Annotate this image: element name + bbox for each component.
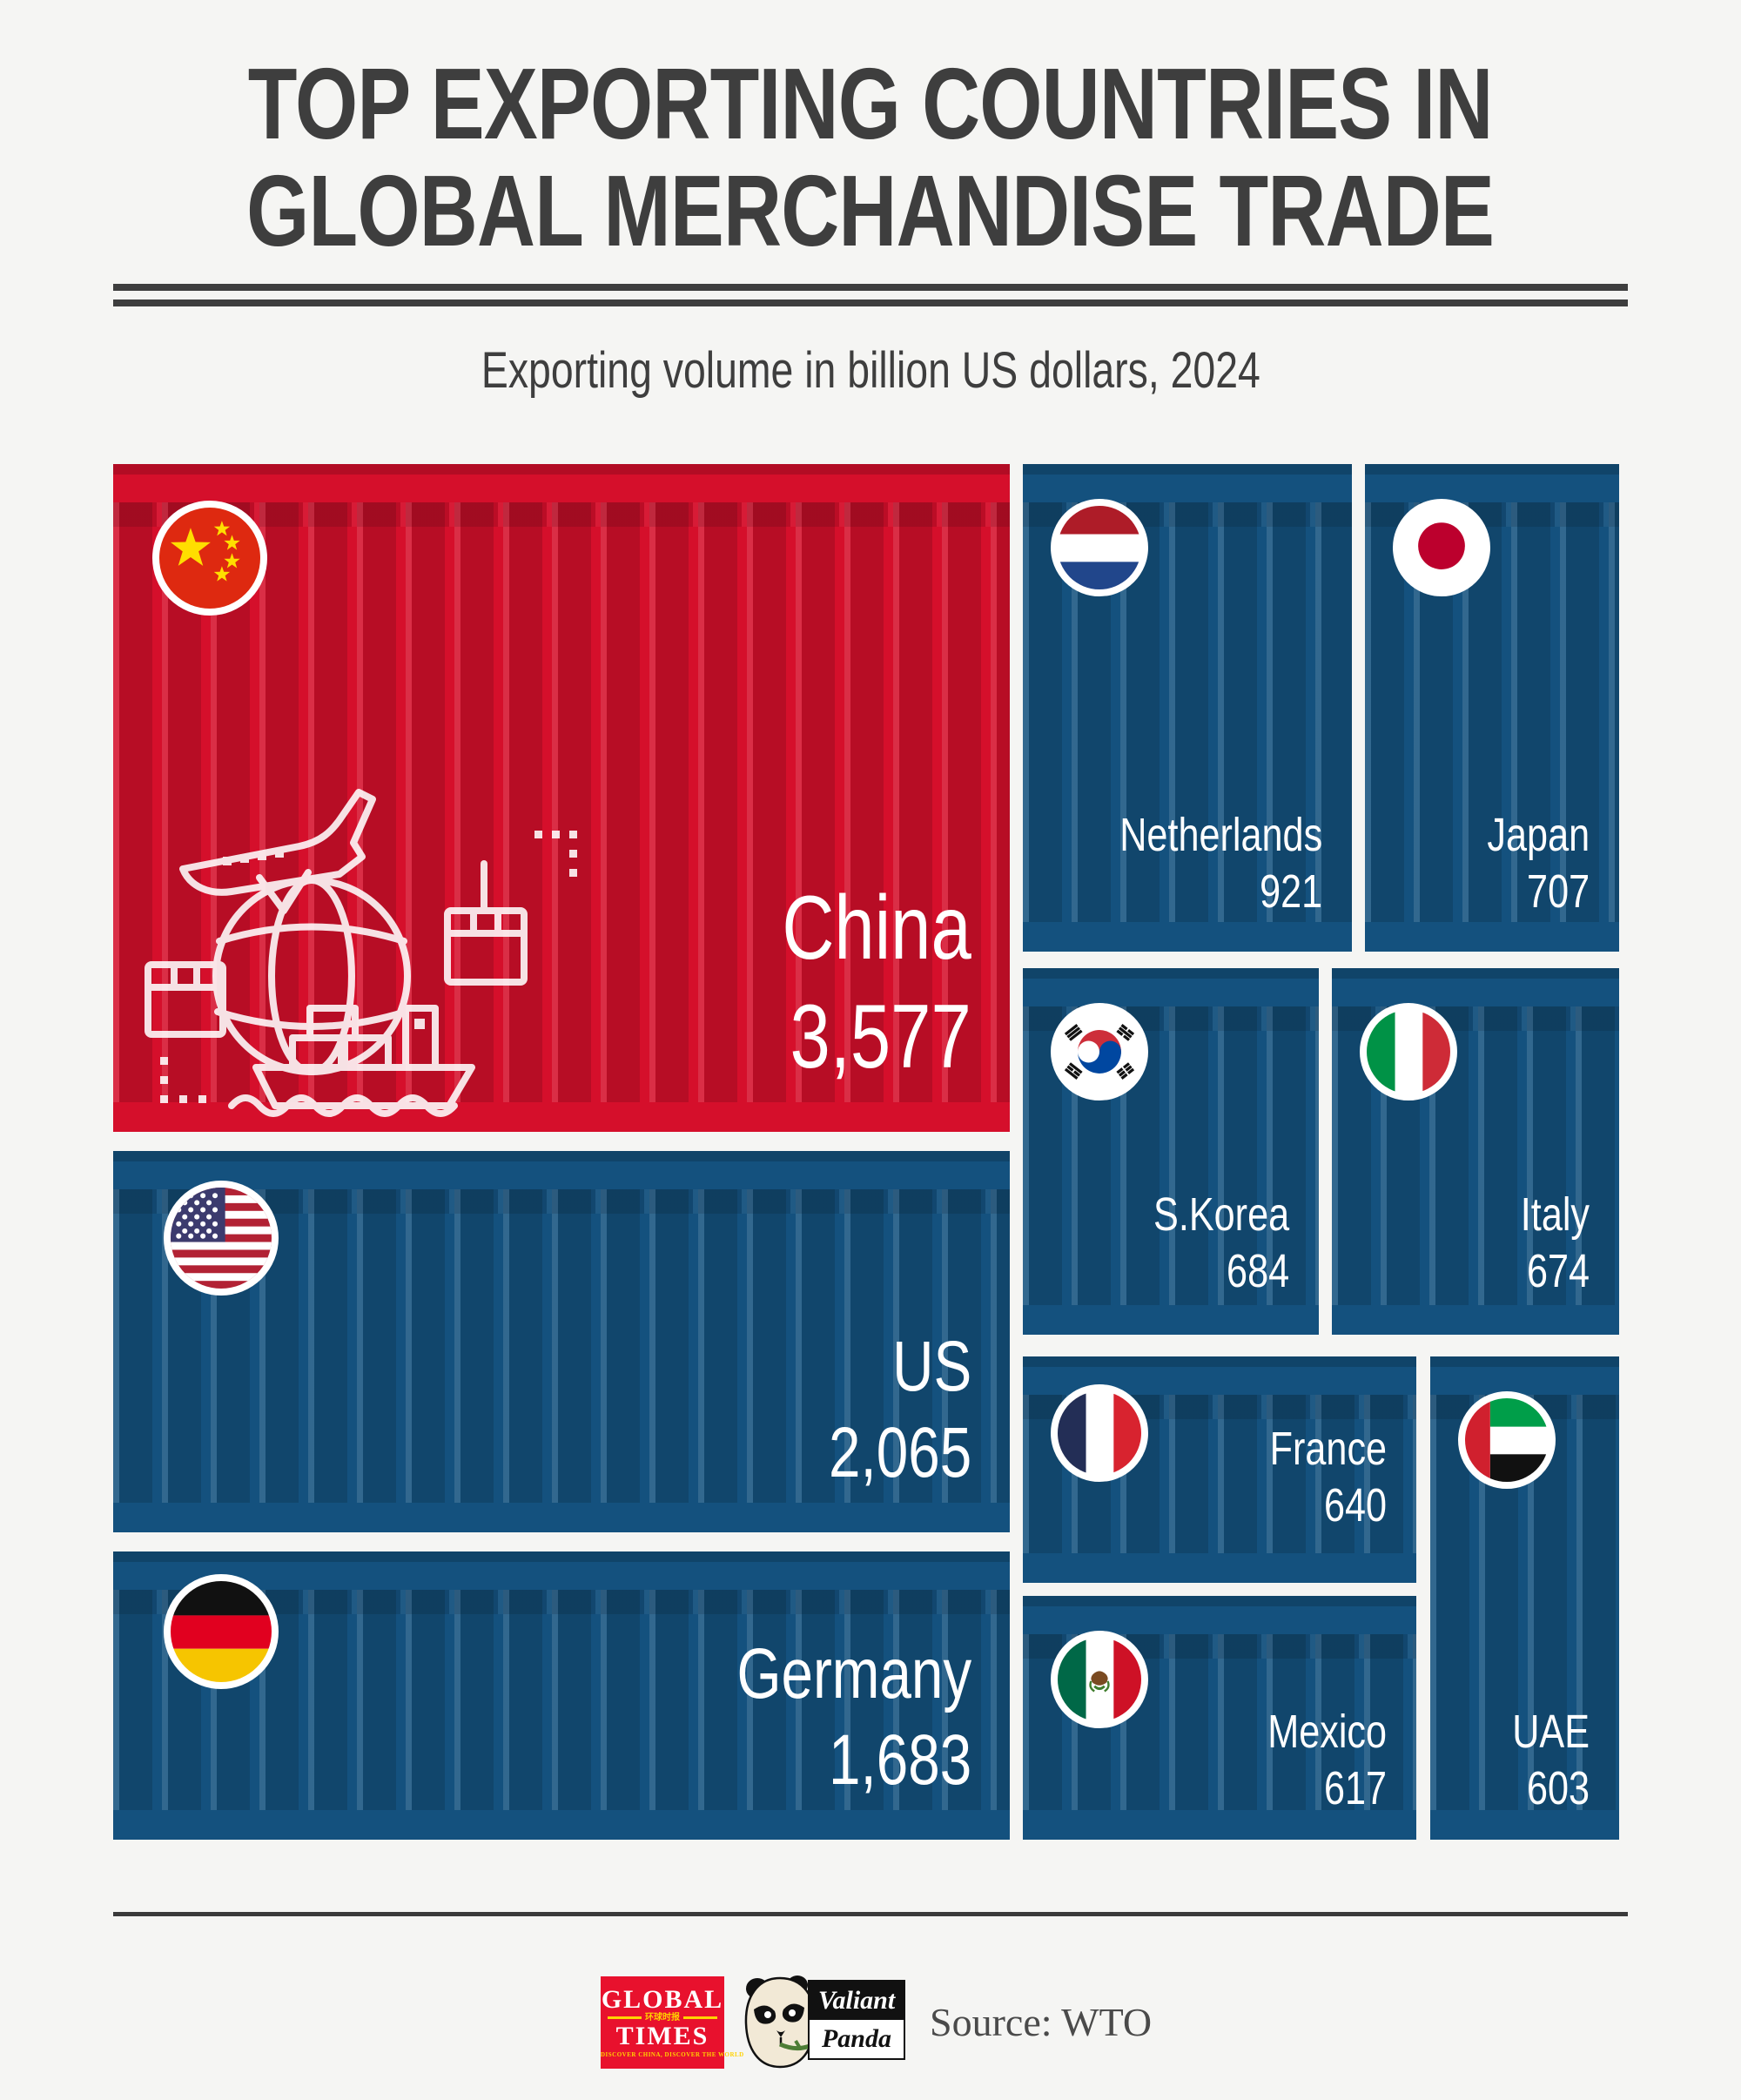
germany-flag-icon (164, 1574, 279, 1689)
country-label-uae: UAE 603 (1512, 1704, 1590, 1817)
country-value: 640 (1323, 1479, 1387, 1532)
footer-divider (113, 1912, 1628, 1916)
country-label-skorea: S.Korea 684 (1153, 1187, 1289, 1300)
country-name: France (1269, 1423, 1387, 1476)
uae-flag-icon (1458, 1391, 1556, 1489)
country-label-mexico: Mexico 617 (1267, 1704, 1387, 1817)
title-line-2: GLOBAL MERCHANDISE TRADE (246, 153, 1496, 267)
mexico-flag-icon (1051, 1631, 1148, 1728)
global-times-word1: GLOBAL (601, 1984, 724, 2014)
country-value: 3,577 (790, 986, 971, 1088)
italy-flag-icon (1360, 1003, 1457, 1100)
country-name: UAE (1512, 1706, 1590, 1759)
france-flag-icon (1051, 1384, 1148, 1482)
valiant-panda-word1: Valiant (810, 1982, 904, 2020)
country-value: 684 (1226, 1245, 1289, 1298)
country-label-us: US 2,065 (829, 1324, 971, 1496)
country-label-china: China 3,577 (783, 874, 971, 1092)
treemap-block-italy: Italy 674 (1332, 968, 1619, 1335)
country-value: 921 (1259, 865, 1322, 919)
treemap-block-mexico: Mexico 617 (1023, 1596, 1416, 1840)
treemap-block-germany: Germany 1,683 (113, 1551, 1010, 1840)
global-times-chinese: 环球时报 (645, 2012, 680, 2023)
japan-flag-icon (1393, 499, 1490, 596)
page-title: TOP EXPORTING COUNTRIES IN GLOBAL MERCHA… (0, 50, 1741, 265)
country-name: Italy (1520, 1188, 1590, 1242)
country-name: US (891, 1327, 971, 1407)
panda-icon (744, 1975, 817, 2069)
china-flag-icon (152, 501, 267, 616)
global-times-tagline: DISCOVER CHINA, DISCOVER THE WORLD (601, 2050, 744, 2058)
country-value: 1,683 (828, 1720, 971, 1800)
country-name: Japan (1487, 809, 1590, 862)
global-trade-illustration (145, 789, 577, 1117)
title-divider-bottom (113, 300, 1628, 306)
us-flag-icon (164, 1181, 279, 1296)
country-label-japan: Japan 707 (1487, 807, 1590, 920)
country-value: 603 (1526, 1762, 1590, 1815)
country-value: 617 (1323, 1762, 1387, 1815)
global-times-logo: GLOBAL 环球时报 TIMES DISCOVER CHINA, DISCOV… (601, 1976, 744, 2069)
treemap-block-france: France 640 (1023, 1356, 1416, 1583)
country-name: China (782, 878, 971, 979)
country-label-italy: Italy 674 (1521, 1187, 1590, 1300)
country-label-netherlands: Netherlands 921 (1119, 807, 1322, 920)
treemap-block-uae: UAE 603 (1430, 1356, 1619, 1840)
country-name: Germany (736, 1634, 971, 1714)
netherlands-flag-icon (1051, 499, 1148, 596)
country-label-france: France 640 (1270, 1421, 1387, 1534)
skorea-block: S.Korea 684 (1023, 968, 1319, 1335)
treemap-block-china: China 3,577 (113, 464, 1010, 1132)
country-value: 674 (1526, 1245, 1590, 1298)
country-label-germany: Germany 1,683 (736, 1632, 971, 1803)
country-name: Mexico (1267, 1706, 1387, 1759)
chart-subtitle: Exporting volume in billion US dollars, … (481, 342, 1260, 399)
treemap-block-japan: Japan 707 (1365, 464, 1619, 952)
valiant-panda-word2: Panda (810, 2020, 904, 2058)
country-value: 2,065 (828, 1412, 971, 1492)
title-divider-top (113, 284, 1628, 291)
country-name: Netherlands (1119, 809, 1322, 862)
treemap-block-netherlands: Netherlands 921 (1023, 464, 1352, 952)
treemap-block-us: US 2,065 (113, 1151, 1010, 1532)
country-value: 707 (1526, 865, 1590, 919)
global-times-word2: TIMES (615, 2021, 709, 2050)
country-name: S.Korea (1153, 1188, 1289, 1242)
title-line-1: TOP EXPORTING COUNTRIES IN (248, 47, 1494, 160)
valiant-panda-logo: Valiant Panda (740, 1969, 905, 2072)
gt-rule-left (608, 2016, 642, 2019)
source-note: Source: WTO (930, 2000, 1153, 2044)
skorea-flag-icon (1051, 1003, 1148, 1100)
gt-rule-right (683, 2016, 717, 2019)
